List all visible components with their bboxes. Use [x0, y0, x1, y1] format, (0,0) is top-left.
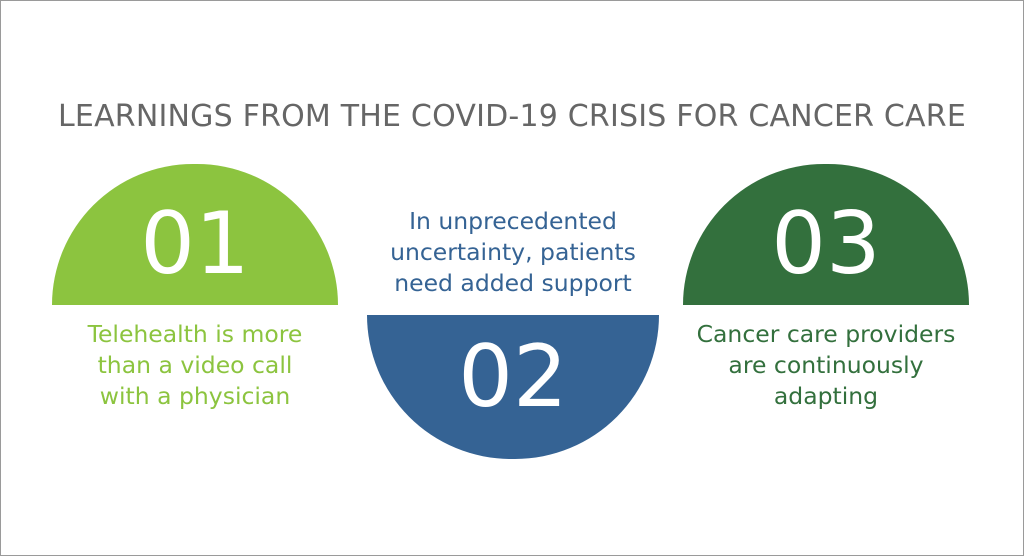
description-02-line-1: In unprecedented — [409, 207, 617, 235]
semicircle-01: 01 — [52, 164, 338, 305]
number-01: 01 — [140, 193, 250, 294]
description-03-line-2: are continuously — [728, 351, 924, 379]
number-02: 02 — [458, 327, 568, 427]
description-02: In unprecedented uncertainty, patients n… — [367, 206, 659, 299]
description-01-line-2: than a video call — [97, 351, 293, 379]
description-02-line-3: need added support — [394, 269, 632, 297]
description-03-line-3: adapting — [773, 382, 879, 410]
description-01-line-1: Telehealth is more — [87, 320, 303, 348]
description-01-line-3: with a physician — [99, 382, 291, 410]
description-03: Cancer care providers are continuously a… — [683, 319, 969, 412]
semicircle-02: 02 — [367, 315, 659, 459]
infographic-title: LEARNINGS FROM THE COVID-19 CRISIS FOR C… — [58, 99, 966, 134]
semicircle-03: 03 — [683, 164, 969, 305]
description-02-line-2: uncertainty, patients — [390, 238, 636, 266]
description-01: Telehealth is more than a video call wit… — [52, 319, 338, 412]
description-03-line-1: Cancer care providers — [696, 320, 956, 348]
number-03: 03 — [771, 193, 881, 294]
